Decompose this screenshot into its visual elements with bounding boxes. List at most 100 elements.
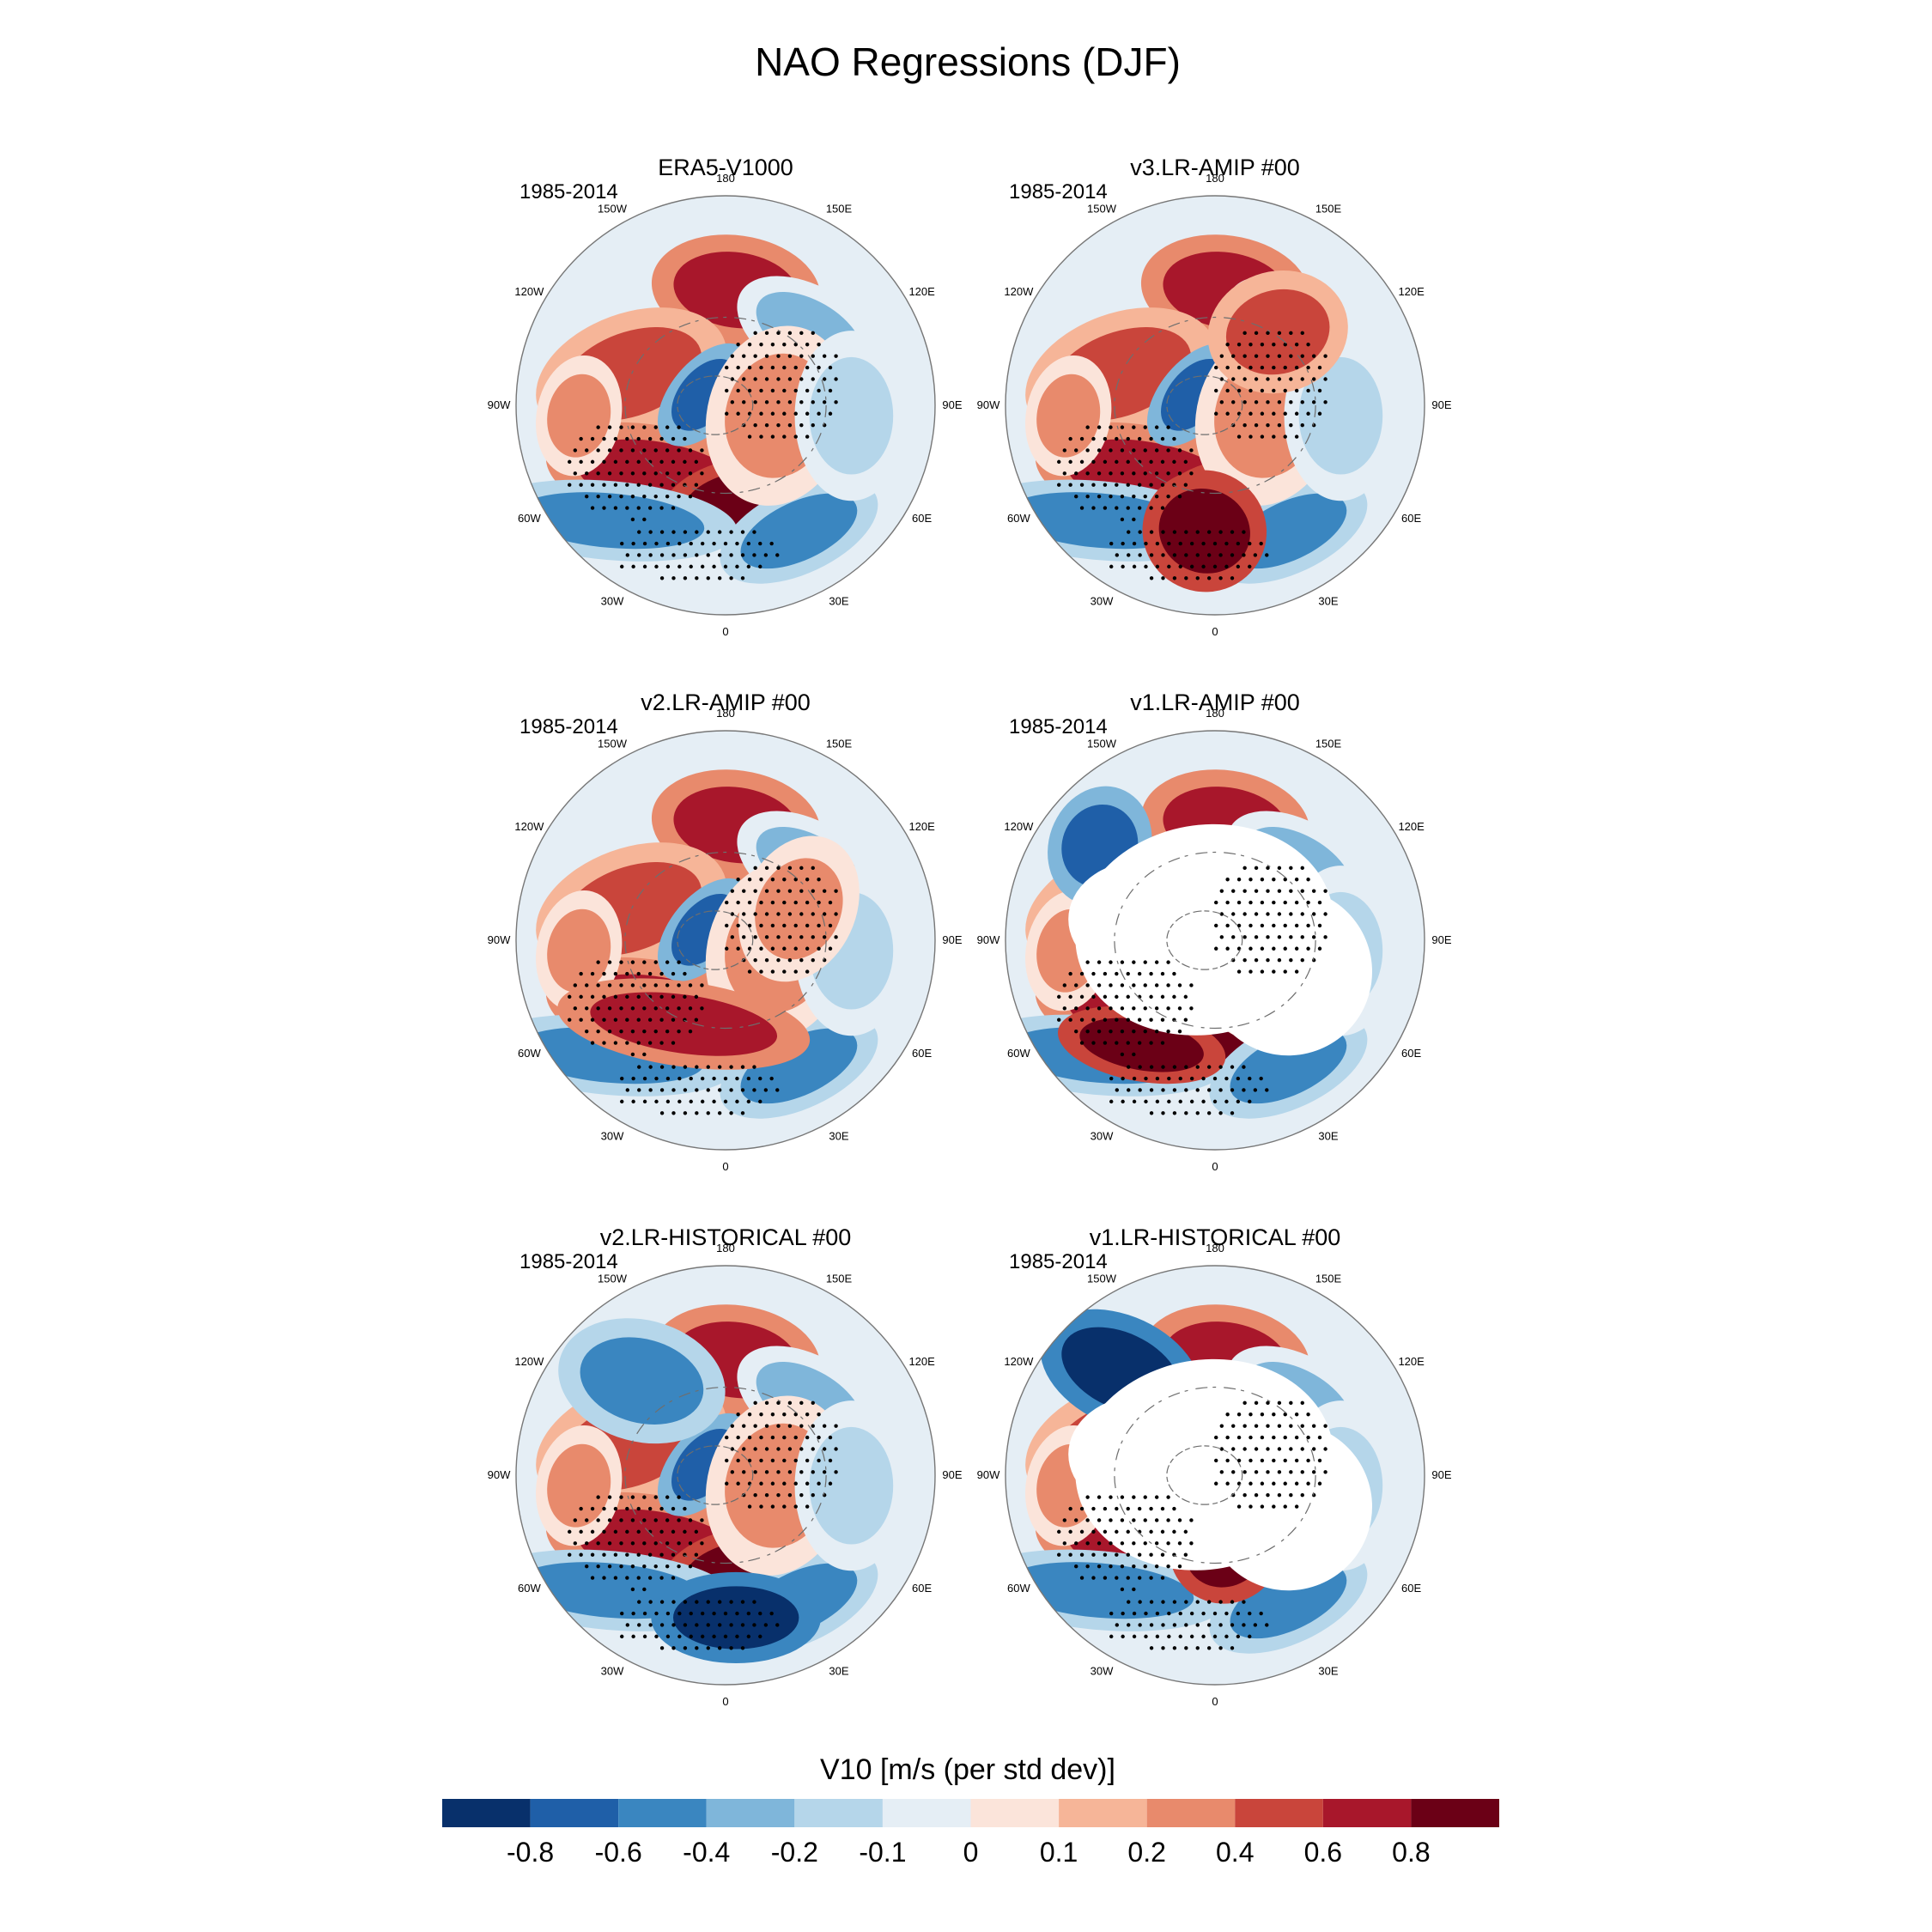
stipple-dot: [1160, 483, 1165, 487]
stipple-dot: [1266, 377, 1270, 381]
stipple-dot: [1155, 1076, 1160, 1081]
stipple-dot: [1172, 994, 1176, 999]
stipple-dot: [1166, 1495, 1170, 1499]
stipple-dot: [1242, 1088, 1246, 1092]
stipple-dot: [1155, 564, 1160, 569]
stipple-dot: [769, 1611, 774, 1616]
coastline: [1114, 316, 1316, 495]
stipple-dot: [602, 1041, 606, 1045]
stipple-dot: [1144, 1634, 1148, 1639]
stipple-dot: [1300, 935, 1304, 939]
longitude-label: 90E: [1431, 398, 1451, 411]
stipple-dot: [1172, 436, 1176, 441]
stipple-dot: [1097, 471, 1102, 476]
stipple-dot: [770, 411, 775, 416]
stipple-dot: [1311, 912, 1316, 916]
stipple-dot: [637, 1065, 641, 1069]
stipple-dot: [1323, 1447, 1327, 1451]
stipple-dot: [1177, 1006, 1182, 1011]
stipple-dot: [683, 994, 687, 999]
stipple-dot: [648, 1065, 653, 1069]
longitude-label: 60W: [518, 512, 541, 525]
stipple-dot: [585, 494, 589, 499]
stipple-dot: [811, 400, 815, 404]
field-core: [1036, 374, 1101, 458]
stipple-dot: [752, 1600, 756, 1604]
stipple-dot: [1149, 530, 1154, 534]
stipple-dot: [665, 1564, 670, 1569]
field-shading: [516, 1266, 935, 1685]
stipple-dot: [642, 494, 647, 499]
stipple-dot: [665, 448, 670, 453]
stipple-dot: [723, 1611, 728, 1616]
stipple-dot: [787, 331, 793, 336]
longitude-label: 60E: [912, 512, 932, 525]
stipple-dot: [596, 1029, 600, 1034]
stipple-dot: [1253, 553, 1258, 557]
stipple-dot: [1249, 946, 1253, 951]
longitude-label: 120W: [1004, 820, 1034, 833]
stipple-dot: [642, 1634, 647, 1639]
stipple-dot: [1172, 1111, 1177, 1115]
stipple-dot: [747, 388, 752, 393]
stipple-dot: [683, 1065, 688, 1069]
stipple-dot: [1091, 1506, 1096, 1511]
stipple-dot: [1218, 553, 1223, 557]
stipple-dot: [763, 1623, 769, 1627]
stipple-dot: [1091, 506, 1096, 510]
period-label: 1985-2014: [1009, 1250, 1108, 1273]
stipple-dot: [1195, 530, 1200, 534]
stipple-dot: [712, 1076, 716, 1081]
stipple-dot: [1260, 1504, 1265, 1509]
coastline: [624, 1386, 827, 1564]
stipple-dot: [793, 923, 798, 928]
period-label: 1985-2014: [519, 715, 618, 738]
stipple-dot: [1236, 1435, 1242, 1440]
stipple-dot: [811, 1447, 815, 1451]
stipple-dot: [776, 377, 781, 381]
stipple-dot: [1225, 946, 1230, 951]
stipple-dot: [596, 1518, 600, 1522]
stipple-dot: [619, 1564, 623, 1569]
longitude-label: 0: [722, 1695, 728, 1708]
stipple-dot: [1253, 1623, 1258, 1627]
stipple-dot: [1219, 1424, 1224, 1428]
stipple-dot: [742, 912, 746, 916]
stipple-dot: [1085, 1541, 1090, 1546]
stipple-dot: [1317, 900, 1322, 905]
stipple-dot: [1230, 530, 1235, 534]
stipple-dot: [607, 471, 612, 476]
map-border: [1005, 730, 1425, 1151]
field-core: [590, 992, 778, 1056]
coastline: [1114, 1386, 1316, 1564]
stipple-dot: [1132, 517, 1136, 522]
stipple-dot: [764, 889, 769, 893]
stipple-dot: [1184, 553, 1188, 557]
stipple-dot: [1230, 1646, 1235, 1650]
stipple-dot: [1149, 1111, 1154, 1115]
stipple-dot: [579, 436, 583, 441]
stipple-dot: [805, 878, 810, 882]
stipple-dot: [700, 564, 705, 569]
stipple-dot: [1137, 1552, 1142, 1557]
stipple-dot: [1277, 957, 1282, 963]
stipple-dot: [625, 971, 629, 976]
stipple-dot: [799, 1424, 804, 1428]
missing-data-mask: [1068, 860, 1215, 978]
stipple-dot: [1254, 354, 1259, 358]
stipple-dot: [1115, 459, 1119, 465]
longitude-label: 120W: [514, 1355, 544, 1368]
stipple-dot: [746, 1076, 751, 1081]
stipple-dot: [1103, 1506, 1108, 1511]
stipple-dot: [659, 994, 664, 999]
stipple-dot: [1195, 1623, 1200, 1627]
field-core: [755, 858, 843, 960]
colorbar-boxes: [442, 1799, 1499, 1827]
stipple-dot: [758, 541, 762, 546]
stipple-dot: [1266, 331, 1270, 336]
stipple-dot: [1062, 1518, 1067, 1522]
stipple-dot: [1166, 1006, 1170, 1011]
stipple-dot: [607, 1006, 612, 1011]
stipple-dot: [1068, 483, 1072, 487]
longitude-label: 60W: [1007, 1047, 1030, 1060]
